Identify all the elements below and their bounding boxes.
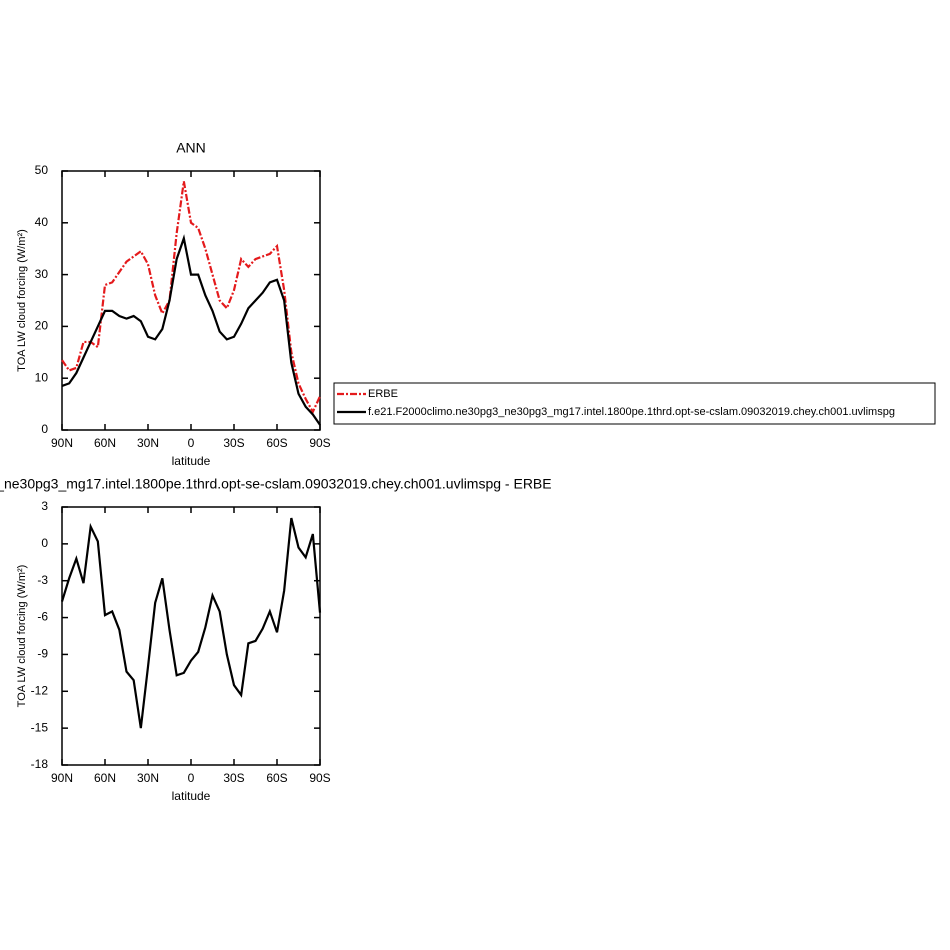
x-tick-label: 60N	[94, 771, 116, 785]
x-tick-label: 60S	[266, 771, 287, 785]
y-tick-label: 0	[41, 422, 48, 436]
x-tick-label: 0	[188, 436, 195, 450]
y-tick-label: 10	[35, 370, 49, 384]
x-tick-label: 30N	[137, 771, 159, 785]
y-tick-label: -12	[31, 683, 49, 697]
data-line	[60, 517, 322, 729]
y-tick-label: 20	[35, 319, 49, 333]
y-tick-label: -15	[31, 720, 49, 734]
plot-frame	[61, 170, 321, 431]
y-tick-label: -9	[37, 647, 48, 661]
x-tick-label: 90N	[51, 771, 73, 785]
y-axis-label: TOA LW cloud forcing (W/m²)	[16, 229, 28, 372]
y-tick-label: 30	[35, 267, 49, 281]
x-tick-label: 90N	[51, 436, 73, 450]
x-tick-label: 30N	[137, 436, 159, 450]
x-tick-label: 60N	[94, 436, 116, 450]
y-tick-label: -3	[37, 573, 48, 587]
y-axis-label: TOA LW cloud forcing (W/m²)	[16, 565, 28, 708]
y-tick-label: 50	[35, 163, 49, 177]
x-tick-label: 30S	[223, 436, 244, 450]
chart-title: f.e21.F2000climo.ne30pg3_ne30pg3_mg17.in…	[0, 476, 552, 492]
x-tick-label: 60S	[266, 436, 287, 450]
x-axis-label: latitude	[172, 789, 211, 803]
data-line	[61, 181, 321, 415]
legend-label: ERBE	[368, 388, 398, 400]
x-tick-label: 90S	[309, 771, 330, 785]
y-tick-label: 0	[41, 536, 48, 550]
y-tick-label: 40	[35, 215, 49, 229]
y-tick-label: -18	[31, 757, 49, 771]
y-tick-label: 3	[41, 499, 48, 513]
x-axis-label: latitude	[172, 454, 211, 468]
x-tick-label: 90S	[309, 436, 330, 450]
data-line	[61, 234, 321, 426]
plot-frame	[61, 506, 321, 766]
x-tick-label: 30S	[223, 771, 244, 785]
legend-label: f.e21.F2000climo.ne30pg3_ne30pg3_mg17.in…	[368, 406, 895, 418]
x-tick-label: 0	[188, 771, 195, 785]
legend-box	[333, 382, 936, 425]
chart-title: ANN	[176, 140, 206, 156]
y-tick-label: -6	[37, 610, 48, 624]
